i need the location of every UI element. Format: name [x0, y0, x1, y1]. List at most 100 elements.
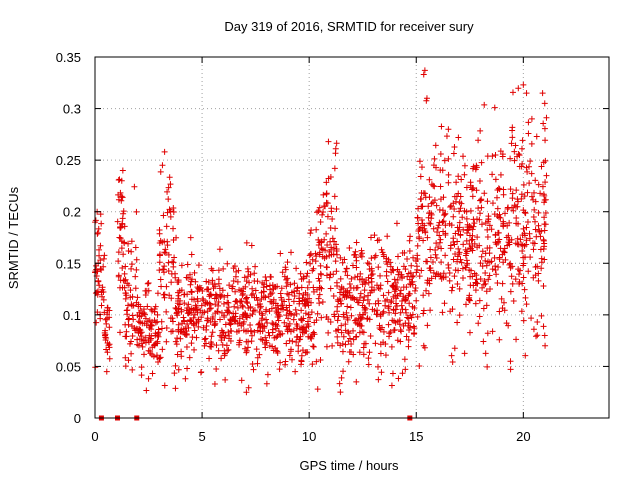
- data-point: [485, 216, 492, 223]
- data-point: [308, 309, 315, 316]
- data-point: [205, 286, 212, 293]
- data-point: [461, 207, 468, 214]
- data-point: [387, 259, 394, 266]
- data-point: [506, 261, 513, 268]
- data-point: [482, 350, 489, 357]
- data-point: [349, 262, 356, 269]
- data-point: [353, 239, 360, 246]
- data-point: [158, 283, 165, 290]
- data-point: [388, 298, 395, 305]
- data-point: [184, 261, 191, 268]
- data-point: [463, 301, 470, 308]
- data-point: [416, 158, 423, 165]
- data-point: [500, 248, 507, 255]
- data-point: [166, 174, 173, 181]
- data-point: [286, 310, 293, 317]
- data-point: [96, 282, 103, 289]
- data-point: [357, 270, 364, 277]
- data-point: [394, 253, 401, 260]
- data-point: [357, 323, 364, 330]
- data-point: [193, 305, 200, 312]
- data-point: [324, 200, 331, 207]
- data-point: [189, 276, 196, 283]
- data-point: [466, 267, 473, 274]
- data-point: [430, 269, 437, 276]
- data-point: [313, 286, 320, 293]
- data-point: [472, 287, 479, 294]
- data-point: [509, 89, 516, 96]
- data-point: [541, 125, 548, 132]
- data-point: [208, 341, 215, 348]
- data-point: [263, 316, 270, 323]
- data-point: [390, 293, 397, 300]
- data-point: [202, 335, 209, 342]
- data-point: [95, 277, 102, 284]
- data-point: [532, 264, 539, 271]
- data-point: [129, 332, 136, 339]
- data-point: [252, 287, 259, 294]
- data-point: [478, 253, 485, 260]
- data-point: [333, 206, 340, 213]
- data-point: [461, 162, 468, 169]
- data-point: [337, 389, 344, 396]
- data-point: [95, 225, 102, 232]
- data-point: [168, 295, 175, 302]
- data-point: [221, 313, 228, 320]
- data-point: [271, 283, 278, 290]
- data-point: [209, 267, 216, 274]
- data-point: [303, 298, 310, 305]
- data-point: [508, 140, 515, 147]
- data-point: [480, 305, 487, 312]
- data-point: [440, 274, 447, 281]
- data-point: [346, 280, 353, 287]
- data-point: [348, 275, 355, 282]
- data-point: [471, 220, 478, 227]
- data-point: [142, 315, 149, 322]
- data-point: [129, 261, 135, 268]
- y-tick-label: 0.25: [56, 153, 81, 168]
- data-point: [368, 255, 375, 262]
- data-point: [374, 237, 381, 244]
- data-point: [371, 254, 378, 261]
- data-point: [306, 279, 313, 286]
- data-point: [486, 272, 493, 279]
- data-point: [384, 278, 391, 285]
- data-point: [445, 126, 452, 133]
- data-point: [219, 287, 226, 294]
- data-point: [491, 104, 498, 111]
- data-point: [427, 265, 434, 272]
- data-point: [535, 181, 542, 188]
- data-point: [224, 309, 231, 316]
- data-point: [474, 280, 481, 287]
- data-point: [155, 359, 162, 366]
- data-point: [128, 238, 135, 245]
- data-point: [211, 318, 218, 325]
- data-point: [322, 203, 329, 210]
- data-point: [353, 284, 360, 291]
- data-point: [104, 340, 111, 347]
- data-point: [394, 302, 401, 309]
- data-point: [249, 285, 256, 292]
- data-point: [477, 210, 484, 217]
- data-point: [389, 317, 396, 324]
- data-point: [358, 247, 365, 254]
- data-point: [542, 342, 549, 349]
- data-point: [163, 324, 170, 331]
- data-point: [329, 216, 336, 223]
- data-point: [469, 226, 476, 233]
- data-point: [542, 157, 549, 164]
- data-point: [177, 335, 184, 342]
- data-point: [307, 334, 314, 341]
- data-point: [338, 374, 345, 381]
- data-point: [369, 306, 376, 313]
- data-point: [333, 268, 340, 275]
- data-point: [467, 207, 474, 214]
- data-point: [325, 138, 332, 145]
- data-point: [520, 254, 527, 261]
- data-point: [457, 205, 464, 212]
- data-point: [278, 296, 285, 303]
- data-point: [222, 332, 229, 339]
- data-point: [284, 307, 291, 314]
- data-point: [93, 319, 100, 326]
- data-point: [460, 153, 467, 160]
